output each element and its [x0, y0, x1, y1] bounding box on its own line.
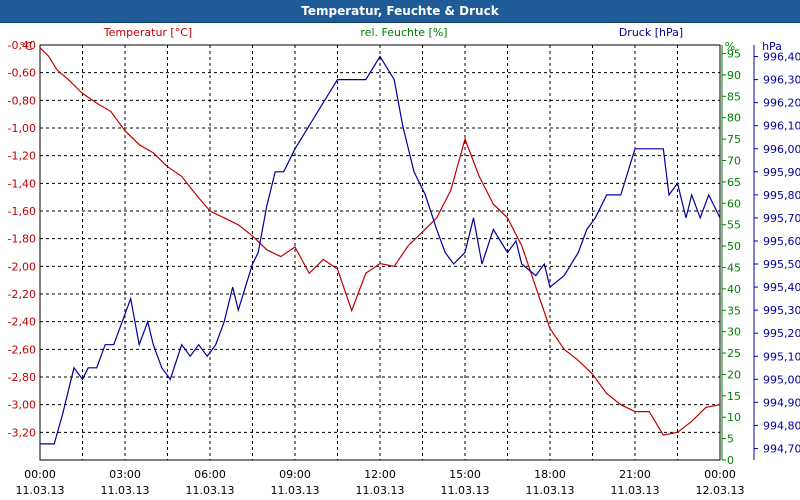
temperature-tick-label: -1,00 [8, 122, 36, 135]
x-tick-date: 11.03.13 [441, 484, 490, 497]
humidity-unit-label: % [725, 40, 735, 53]
humidity-tick-label: 30 [727, 326, 741, 339]
temperature-unit-label: °C [19, 40, 33, 53]
pressure-tick-label: 995,40 [763, 281, 800, 294]
x-tick-date: 12.03.13 [696, 484, 745, 497]
x-tick-date: 11.03.13 [526, 484, 575, 497]
temperature-tick-label: -3,20 [8, 426, 36, 439]
pressure-tick-label: 996,40 [763, 51, 800, 64]
pressure-tick-label: 995,60 [763, 235, 800, 248]
x-tick-date: 11.03.13 [271, 484, 320, 497]
pressure-tick-label: 995,50 [763, 258, 800, 271]
x-tick-date: 11.03.13 [611, 484, 660, 497]
temperature-tick-label: -2,00 [8, 260, 36, 273]
humidity-tick-label: 25 [727, 347, 741, 360]
plot-frame [39, 44, 721, 461]
pressure-axis-title: Druck [hPa] [619, 26, 683, 39]
axes: °C-0,40 -0,60 -0,80 -1,00 -1,20 -1,40 -1,60 -1,… [8, 26, 800, 497]
temperature-tick-label: -0,60 [8, 67, 36, 80]
pressure-tick-label: 995,20 [763, 327, 800, 340]
humidity-tick-label: 60 [727, 197, 741, 210]
pressure-tick-label: 996,10 [763, 120, 800, 133]
humidity-tick-label: 5 [727, 433, 734, 446]
series-lines [39, 47, 721, 445]
temperature-tick-label: -2,60 [8, 343, 36, 356]
temperature-series-line [39, 47, 721, 436]
humidity-tick-label: 90 [727, 69, 741, 82]
humidity-tick-label: 95 [727, 48, 741, 61]
humidity-tick-label: 75 [727, 133, 741, 146]
humidity-tick-label: 80 [727, 112, 741, 125]
x-tick-time: 00:00 [704, 468, 736, 481]
pressure-tick-label: 994,80 [763, 419, 800, 432]
humidity-tick-label: 20 [727, 368, 741, 381]
x-tick-time: 21:00 [619, 468, 651, 481]
humidity-tick-label: 15 [727, 390, 741, 403]
pressure-series-line [40, 55, 721, 445]
temperature-tick-label: -2,40 [8, 316, 36, 329]
x-tick-date: 11.03.13 [186, 484, 235, 497]
pressure-tick-label: 995,90 [763, 166, 800, 179]
temperature-tick-label: -0,40 [8, 39, 36, 52]
temperature-tick-label: -1,40 [8, 177, 36, 190]
x-tick-date: 11.03.13 [16, 484, 65, 497]
title-bar [0, 0, 800, 23]
pressure-tick-label: 995,10 [763, 350, 800, 363]
pressure-tick-label: 996,00 [763, 143, 800, 156]
x-tick-date: 11.03.13 [101, 484, 150, 497]
pressure-tick-label: 994,70 [763, 442, 800, 455]
x-tick-time: 03:00 [109, 468, 141, 481]
chart-title: Temperatur, Feuchte & Druck [301, 4, 499, 18]
humidity-tick-label: 0 [727, 454, 734, 467]
x-tick-time: 15:00 [449, 468, 481, 481]
temperature-tick-label: -2,20 [8, 288, 36, 301]
pressure-tick-label: 995,80 [763, 189, 800, 202]
pressure-tick-label: 994,90 [763, 396, 800, 409]
humidity-tick-label: 55 [727, 219, 741, 232]
temperature-tick-label: -1,80 [8, 233, 36, 246]
x-tick-date: 11.03.13 [356, 484, 405, 497]
pressure-tick-label: 996,30 [763, 74, 800, 87]
x-tick-time: 09:00 [279, 468, 311, 481]
humidity-tick-label: 45 [727, 261, 741, 274]
humidity-tick-label: 40 [727, 283, 741, 296]
x-tick-time: 06:00 [194, 468, 226, 481]
x-tick-time: 00:00 [24, 468, 56, 481]
pressure-tick-label: 995,70 [763, 212, 800, 225]
humidity-tick-label: 50 [727, 240, 741, 253]
temperature-tick-label: -0,80 [8, 94, 36, 107]
humidity-tick-label: 65 [727, 176, 741, 189]
x-tick-time: 12:00 [364, 468, 396, 481]
temperature-tick-label: -1,20 [8, 150, 36, 163]
pressure-tick-label: 995,00 [763, 373, 800, 386]
pressure-tick-label: 996,20 [763, 97, 800, 110]
humidity-axis-title: rel. Feuchte [%] [360, 26, 447, 39]
humidity-tick-label: 10 [727, 411, 741, 424]
temperature-tick-label: -2,80 [8, 371, 36, 384]
temperature-tick-label: -3,00 [8, 399, 36, 412]
humidity-tick-label: 85 [727, 90, 741, 103]
x-tick-time: 18:00 [534, 468, 566, 481]
humidity-tick-label: 70 [727, 155, 741, 168]
pressure-unit-label: hPa [762, 40, 782, 53]
temperature-axis-title: Temperatur [°C] [103, 26, 192, 39]
humidity-tick-label: 35 [727, 304, 741, 317]
pressure-tick-label: 995,30 [763, 304, 800, 317]
temperature-tick-label: -1,60 [8, 205, 36, 218]
grid-lines [40, 44, 720, 460]
